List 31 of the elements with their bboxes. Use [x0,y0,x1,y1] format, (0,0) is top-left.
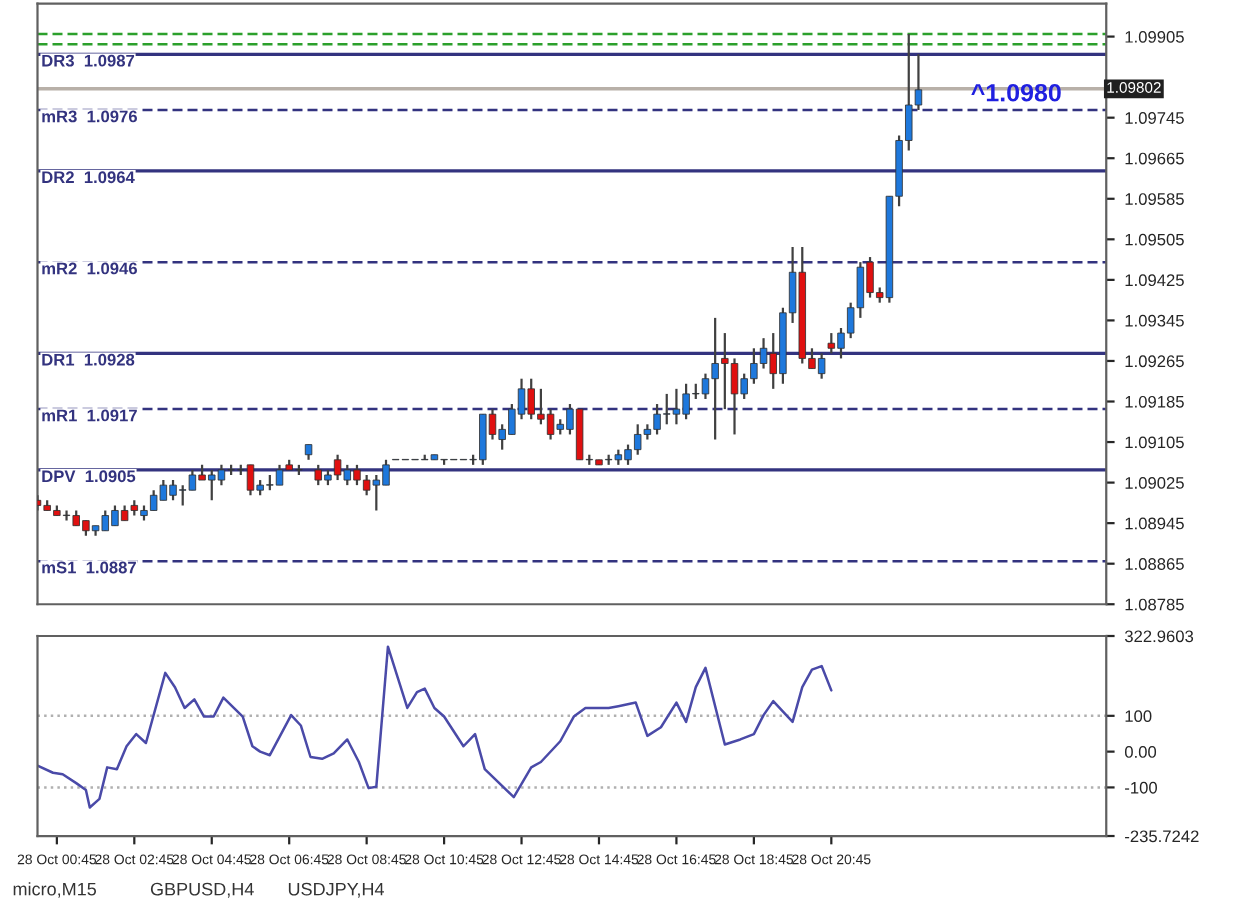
y-tick-label: 1.09345 [1125,314,1184,327]
text: GBPUSD,H4 [150,882,254,898]
y-tick-label: 1.09665 [1125,152,1184,165]
y-tick-label: 1.09425 [1125,274,1184,287]
ref-line-label: DR3 1.0987 [42,54,135,67]
y-tick-label: 100 [1125,710,1152,723]
y-tick-label: 1.09265 [1125,355,1184,368]
annotation: ^1.0980 [971,83,1061,102]
y-tick-label: 1.09025 [1125,477,1184,489]
y-tick-label: 1.08865 [1125,558,1184,570]
ref-line-label: mR2 1.0946 [42,262,137,275]
ref-line-label: DR1 1.0928 [42,353,135,366]
y-tick-label: 1.09105 [1125,436,1184,449]
ref-line-label: DR2 1.0964 [42,171,135,184]
y-tick-label: 0.00 [1124,746,1157,758]
y-tick-label: 1.09185 [1125,395,1184,408]
y-tick-label: 322.9603 [1124,630,1194,643]
y-tick-label: 1.09585 [1125,193,1184,205]
y-tick-label: 1.09745 [1125,112,1184,124]
y-tick-label: -235.7242 [1125,830,1199,843]
text: USDJPY,H4 [288,882,384,898]
y-tick-label: -100 [1125,781,1158,794]
y-tick-label: 1.08785 [1125,598,1184,611]
ref-line-label: mR3 1.0976 [42,110,137,123]
ref-line-label: mR1 1.0917 [42,409,137,422]
ref-line-label: mS1 1.0887 [42,561,136,574]
y-tick-label: 1.09505 [1125,233,1184,246]
text: micro,M15 [13,882,97,898]
y-tick-label: 1.09905 [1125,30,1184,43]
ref-line-label: DPV 1.0905 [42,470,136,483]
y-tick-label: 1.08945 [1125,517,1184,530]
